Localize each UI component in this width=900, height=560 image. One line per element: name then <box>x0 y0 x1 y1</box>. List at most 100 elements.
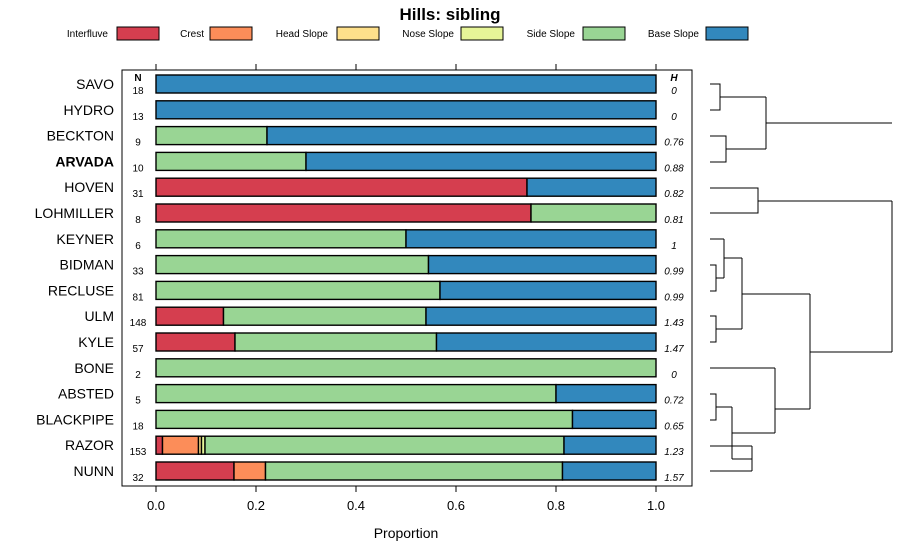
row-n: 33 <box>132 267 144 278</box>
dendrogram <box>710 83 893 472</box>
dendrogram-branch <box>710 367 810 472</box>
n-column: 18 13 9 10 31 8 6 33 81 148 57 2 5 18 153 32 <box>130 86 147 484</box>
bar-segment <box>155 409 574 430</box>
bar-segment <box>234 332 438 352</box>
row-label: ABSTED <box>58 386 114 402</box>
bar-segment <box>425 306 657 326</box>
legend-swatch <box>705 26 749 41</box>
row-label: KEYNER <box>56 231 114 247</box>
row-label: SAVO <box>76 76 114 92</box>
row-h: 0.81 <box>664 215 683 226</box>
bar-segment <box>155 306 225 326</box>
bar-segment <box>155 280 441 301</box>
row-h: 0.99 <box>664 292 684 303</box>
row-labels: SAVO HYDRO BECKTON ARVADA HOVEN LOHMILLER KEYN… <box>35 76 114 479</box>
bar-segment <box>155 383 557 404</box>
bar-segment <box>264 461 564 481</box>
dendrogram-branch <box>710 238 810 343</box>
row-h: 0.76 <box>664 138 684 149</box>
row-n: 18 <box>132 421 144 432</box>
bar-segment <box>155 100 657 120</box>
row-label: ARVADA <box>55 153 114 169</box>
x-tick-label: 0.4 <box>347 498 365 513</box>
bar-segment <box>155 151 307 172</box>
row-h: 0 <box>671 370 677 381</box>
row-h: 0 <box>671 112 677 123</box>
bar-segment <box>222 306 427 326</box>
bar-segment <box>435 332 657 352</box>
bar-segment <box>155 125 268 146</box>
bar-segment <box>155 332 236 352</box>
bar-segment <box>204 435 565 455</box>
legend-label: Side Slope <box>527 29 576 40</box>
row-label: ULM <box>84 308 114 324</box>
bar-segment <box>155 358 657 378</box>
row-n: 18 <box>132 86 144 97</box>
bar-segment <box>155 461 235 481</box>
bar-segment <box>155 435 164 455</box>
legend-swatch <box>582 26 626 41</box>
bar-segment <box>571 409 657 430</box>
x-tick-label: 0.0 <box>147 498 165 513</box>
n-header: N <box>134 73 141 84</box>
legend-swatch <box>116 26 160 41</box>
legend-label: Crest <box>180 29 204 40</box>
bar-segment <box>305 151 657 172</box>
bar-segment <box>405 229 657 249</box>
row-label: HOVEN <box>64 179 114 195</box>
bar-segment <box>233 461 267 481</box>
legend-label: Interfluve <box>67 29 109 40</box>
row-n: 57 <box>132 344 144 355</box>
row-label: BONE <box>74 360 114 376</box>
row-n: 153 <box>130 447 147 458</box>
bar-segment <box>155 254 430 275</box>
row-h: 0.65 <box>664 421 684 432</box>
row-h: 1.47 <box>664 344 684 355</box>
bar-segment <box>155 177 528 197</box>
bar-segment <box>439 280 657 301</box>
h-column: 0 0 0.76 0.88 0.82 0.81 1 0.99 0.99 1.43 1.47 0 0.72… <box>664 86 684 484</box>
dendrogram-branch <box>710 187 892 214</box>
row-n: 5 <box>135 396 141 407</box>
row-n: 2 <box>135 370 141 381</box>
row-h: 0 <box>671 86 677 97</box>
row-h: 0.88 <box>664 163 684 174</box>
legend-swatch <box>336 26 380 41</box>
row-n: 13 <box>132 112 144 123</box>
row-label: BIDMAN <box>60 257 114 273</box>
row-h: 1.43 <box>664 318 684 329</box>
bar-segment <box>555 383 657 404</box>
row-label: LOHMILLER <box>35 205 114 221</box>
legend-label: Head Slope <box>276 29 329 40</box>
chart-title: Hills: sibling <box>399 5 500 24</box>
bar-segment <box>161 435 200 455</box>
x-axis-label: Proportion <box>374 525 439 541</box>
legend-label: Base Slope <box>648 29 700 40</box>
bar-segment <box>526 177 657 197</box>
x-tick-label: 0.8 <box>547 498 565 513</box>
row-n: 8 <box>135 215 141 226</box>
legend: Interfluve Crest Head Slope Nose Slope Side … <box>67 26 749 41</box>
row-label: BLACKPIPE <box>36 411 114 427</box>
dendrogram-branch <box>809 201 893 409</box>
bar-segment <box>155 229 407 249</box>
dendrogram-branch <box>710 83 892 163</box>
row-n: 6 <box>135 241 141 252</box>
row-h: 1.23 <box>664 447 684 458</box>
row-n: 9 <box>135 138 141 149</box>
bar-segment <box>266 125 657 146</box>
row-n: 148 <box>130 318 147 329</box>
legend-swatch <box>209 26 253 41</box>
bar-segment <box>561 461 657 481</box>
row-n: 31 <box>132 189 144 200</box>
x-tick-label: 1.0 <box>647 498 665 513</box>
row-n: 10 <box>132 163 144 174</box>
bar-segment <box>155 203 532 223</box>
row-label: RECLUSE <box>48 282 114 298</box>
bar-segment <box>155 74 657 94</box>
row-h: 0.82 <box>664 189 684 200</box>
row-h: 0.72 <box>664 396 684 407</box>
plot-panel <box>121 69 693 487</box>
legend-label: Nose Slope <box>402 29 454 40</box>
